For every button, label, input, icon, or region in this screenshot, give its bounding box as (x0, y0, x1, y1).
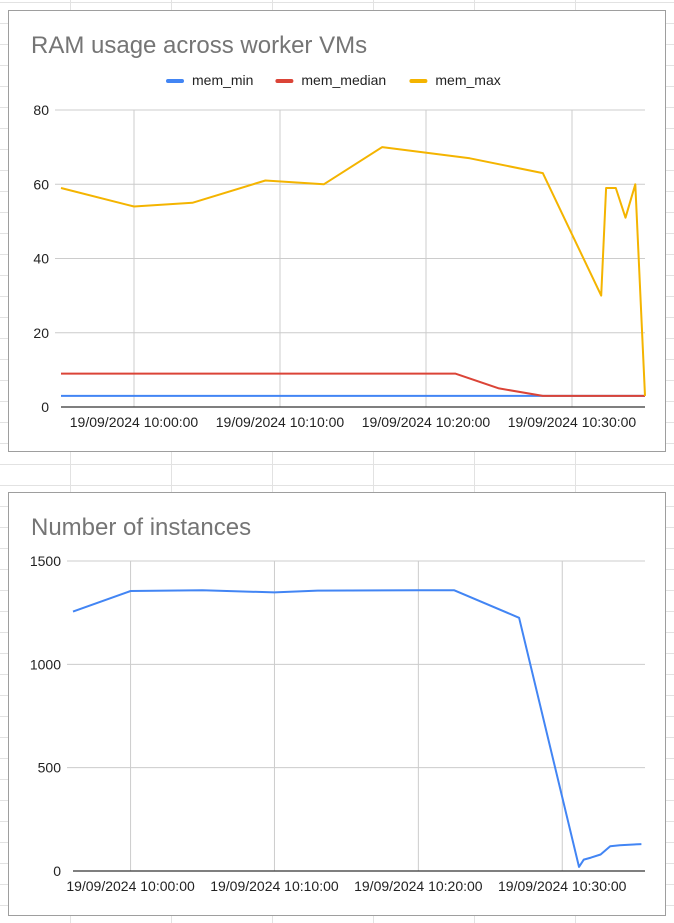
instances-chart-svg: Number of instances 0 500 1000 1500 19/09/20… (30, 514, 645, 894)
y-tick-label: 0 (53, 863, 61, 879)
chart-legend: mem_min mem_median mem_max (166, 72, 501, 88)
chart-axes: 0 20 40 60 80 19/09/2024 10:00:00 19/09/2024 1… (33, 102, 645, 430)
legend-swatch-mem-median (275, 79, 294, 83)
chart-title: Number of instances (31, 514, 251, 541)
chart-title: RAM usage across worker VMs (31, 32, 367, 59)
y-tick-label: 20 (33, 325, 49, 341)
x-tick-label: 19/09/2024 10:20:00 (362, 414, 491, 430)
series-line-mem-median (61, 372, 645, 397)
x-tick-label: 19/09/2024 10:10:00 (210, 878, 339, 894)
y-tick-label: 80 (33, 102, 49, 118)
instances-chart[interactable]: Number of instances 0 500 1000 1500 19/09/20… (8, 492, 666, 916)
chart-series (72, 589, 642, 868)
legend-swatch-mem-max (409, 79, 428, 83)
y-tick-label: 40 (33, 251, 49, 267)
chart-axes: 0 500 1000 1500 19/09/2024 10:00:00 19/09/202… (30, 553, 645, 894)
legend-label-mem-median: mem_median (301, 72, 386, 88)
series-line-0 (72, 589, 642, 868)
ram-usage-chart[interactable]: RAM usage across worker VMs mem_min mem_m… (8, 10, 666, 452)
y-tick-label: 60 (33, 176, 49, 192)
series-line-mem-max (60, 146, 646, 396)
y-tick-label: 1000 (30, 656, 61, 672)
y-tick-label: 0 (41, 399, 49, 415)
legend-label-mem-min: mem_min (192, 72, 253, 88)
y-tick-label: 1500 (30, 553, 61, 569)
chart-grid (67, 560, 645, 871)
ram-usage-chart-svg: RAM usage across worker VMs mem_min mem_m… (31, 32, 646, 430)
y-tick-label: 500 (38, 760, 62, 776)
x-tick-label: 19/09/2024 10:30:00 (498, 878, 627, 894)
x-tick-label: 19/09/2024 10:00:00 (70, 414, 199, 430)
x-tick-label: 19/09/2024 10:30:00 (508, 414, 637, 430)
x-tick-label: 19/09/2024 10:00:00 (66, 878, 195, 894)
legend-label-mem-max: mem_max (435, 72, 500, 88)
legend-swatch-mem-min (166, 79, 184, 83)
chart-grid (55, 109, 645, 407)
x-tick-label: 19/09/2024 10:20:00 (354, 878, 483, 894)
chart-series (60, 146, 646, 397)
x-tick-label: 19/09/2024 10:10:00 (216, 414, 345, 430)
